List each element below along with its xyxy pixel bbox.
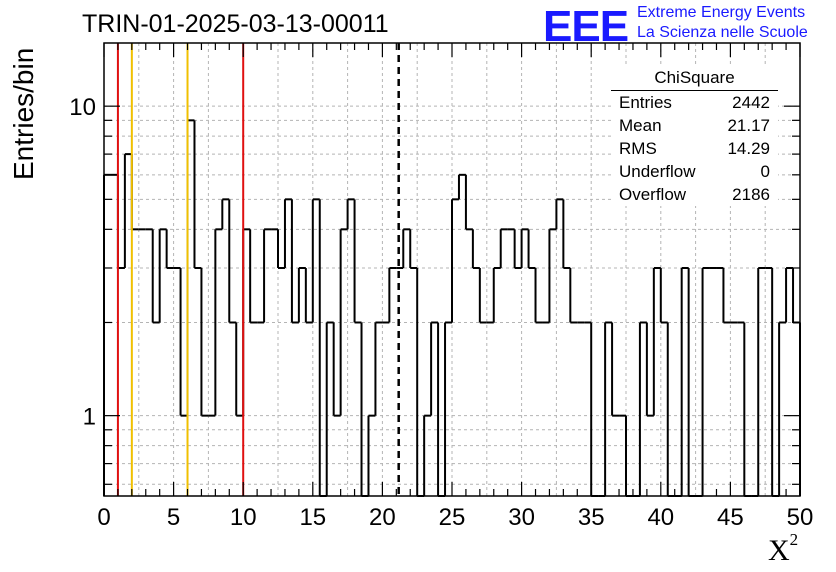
y-axis-label: Entries/bin bbox=[8, 47, 39, 180]
marker-lines bbox=[116, 43, 400, 496]
y-tick-label: 1 bbox=[83, 404, 96, 431]
x-axis-label-text: X bbox=[768, 534, 790, 567]
x-tick-label: 30 bbox=[508, 504, 535, 531]
stats-label: Underflow bbox=[619, 162, 696, 181]
x-axis-label-superscript: 2 bbox=[789, 530, 799, 549]
x-tick-label: 40 bbox=[647, 504, 674, 531]
stats-value: 2442 bbox=[732, 93, 770, 112]
x-tick-label: 15 bbox=[299, 504, 326, 531]
x-tick-label: 45 bbox=[717, 504, 744, 531]
stats-value: 2186 bbox=[732, 185, 770, 204]
axis-ticks bbox=[103, 43, 801, 496]
tick-labels: 0 5 10 15 20 25 30 35 40 45 50 1 10 bbox=[69, 94, 813, 531]
y-tick-label: 10 bbox=[69, 94, 96, 121]
stats-value: 14.29 bbox=[727, 139, 770, 158]
histogram-series bbox=[103, 119, 801, 497]
x-tick-label: 20 bbox=[369, 504, 396, 531]
stats-title: ChiSquare bbox=[611, 66, 778, 91]
x-tick-label: 10 bbox=[230, 504, 257, 531]
stats-label: RMS bbox=[619, 139, 657, 158]
stats-row-overflow: Overflow 2186 bbox=[611, 183, 778, 206]
x-tick-label: 0 bbox=[97, 504, 110, 531]
stats-label: Entries bbox=[619, 93, 672, 112]
eee-logo: EEE bbox=[543, 2, 629, 51]
x-axis-label: X2 bbox=[768, 530, 798, 568]
logo-line-1: Extreme Energy Events bbox=[637, 4, 806, 21]
stats-row-mean: Mean 21.17 bbox=[611, 114, 778, 137]
stats-value: 21.17 bbox=[727, 116, 770, 135]
x-tick-label: 5 bbox=[167, 504, 180, 531]
stats-box: ChiSquare Entries 2442 Mean 21.17 RMS 14.29… bbox=[611, 66, 778, 206]
chart-title: TRIN-01-2025-03-13-00011 bbox=[82, 10, 389, 38]
stats-row-underflow: Underflow 0 bbox=[611, 160, 778, 183]
stats-label: Mean bbox=[619, 116, 662, 135]
x-tick-label: 25 bbox=[439, 504, 466, 531]
x-tick-label: 35 bbox=[578, 504, 605, 531]
x-tick-label: 50 bbox=[787, 504, 814, 531]
stats-row-entries: Entries 2442 bbox=[611, 91, 778, 114]
stats-label: Overflow bbox=[619, 185, 687, 204]
stats-row-rms: RMS 14.29 bbox=[611, 137, 778, 160]
logo-line-2: La Scienza nelle Scuole bbox=[637, 24, 808, 41]
stats-value: 0 bbox=[760, 162, 770, 181]
